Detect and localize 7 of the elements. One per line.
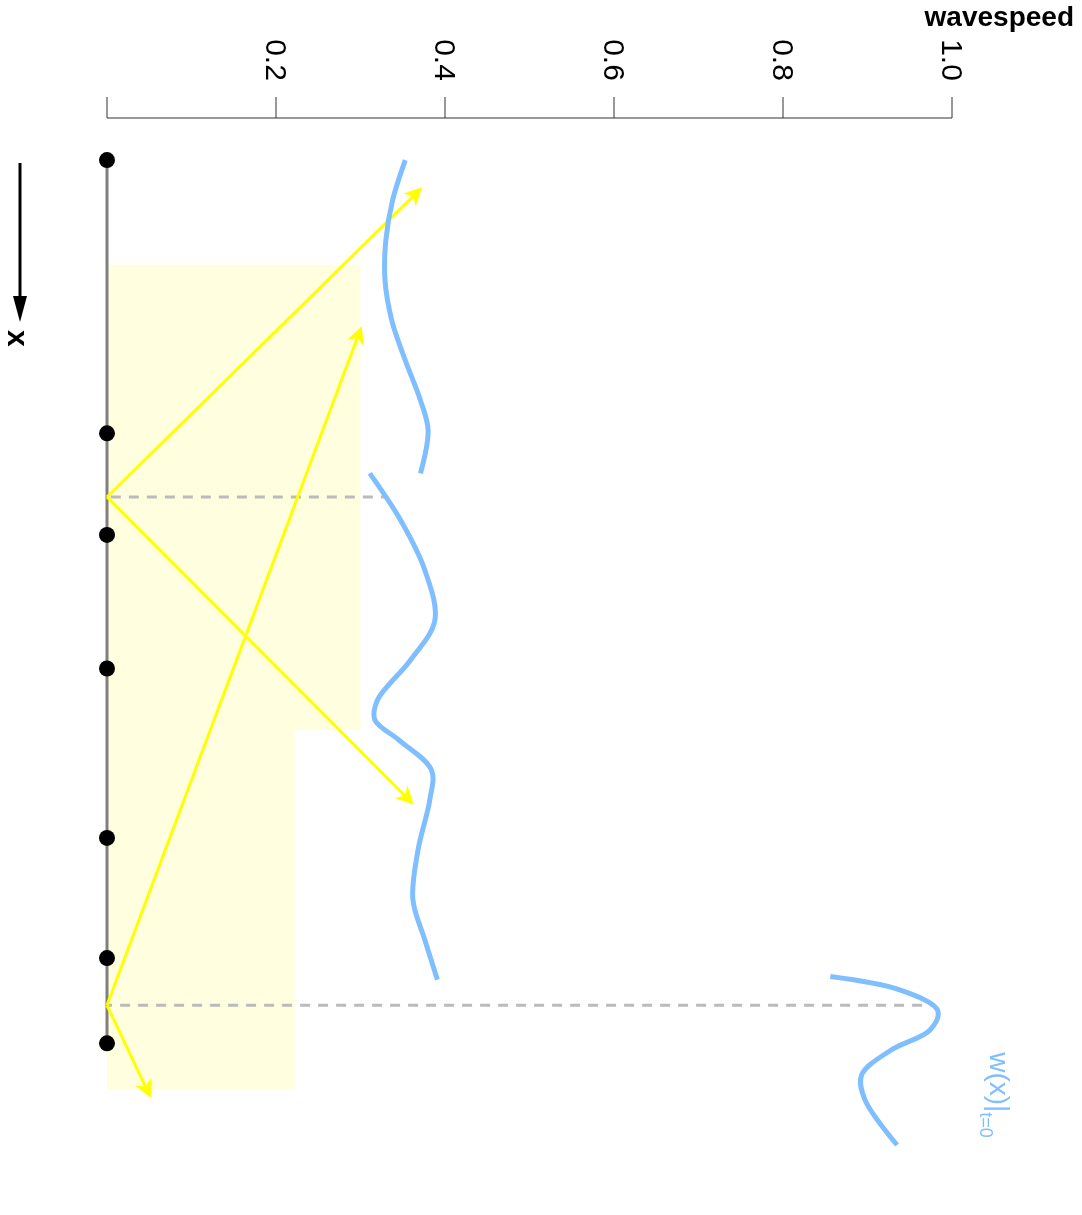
x-tick-label: 0.2 bbox=[259, 39, 293, 81]
x-axis-title: wavespeed bbox=[923, 1, 1074, 32]
x-tick-label: 0.8 bbox=[766, 39, 800, 81]
x-tick-label: 1.0 bbox=[935, 39, 969, 81]
y-axis-title: x bbox=[1, 330, 35, 347]
x-tick-label: 0.6 bbox=[597, 39, 631, 81]
x-tick-label: 0.4 bbox=[428, 39, 462, 81]
